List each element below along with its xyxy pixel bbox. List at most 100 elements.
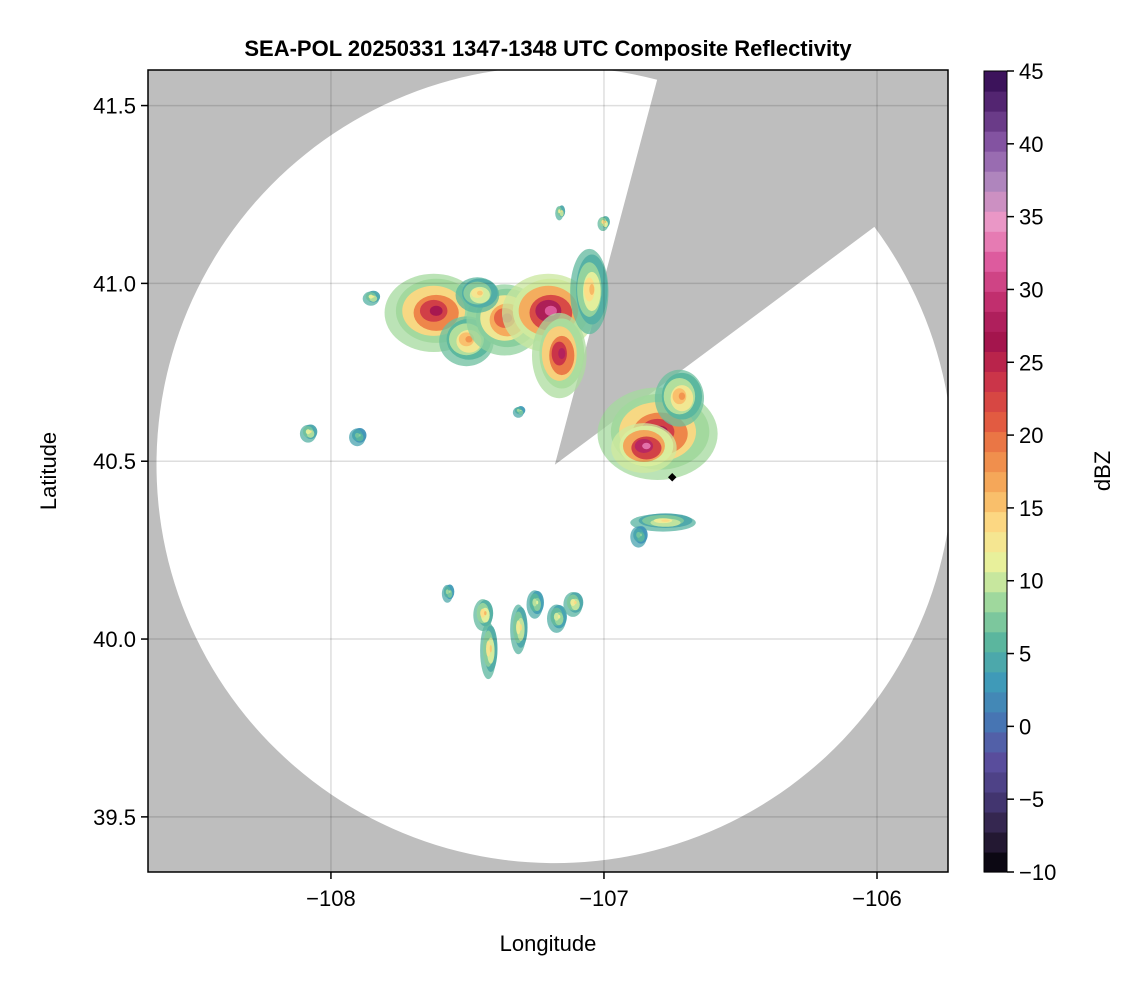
echo-level (449, 590, 451, 593)
echo-level (354, 432, 360, 438)
echo-level (558, 347, 566, 360)
echo-level (639, 533, 643, 537)
colorbar-level (984, 231, 1007, 252)
colorbar-tick-label: 40 (1019, 132, 1043, 157)
colorbar-level (984, 191, 1007, 212)
colorbar-level (984, 791, 1007, 813)
x-tick-label: −107 (579, 886, 629, 911)
x-tick-label: −106 (852, 886, 902, 911)
echo-level (480, 608, 486, 618)
echo-level (557, 614, 561, 619)
echo-level (678, 392, 686, 400)
colorbar-level (984, 271, 1007, 292)
colorbar-tick-label: 5 (1019, 642, 1031, 667)
echo-level (574, 600, 577, 605)
y-tick-label: 39.5 (93, 805, 136, 830)
colorbar-tick-label: 25 (1019, 350, 1043, 375)
colorbar-level (984, 431, 1007, 453)
radar-coverage-area (156, 70, 948, 864)
echo-level (465, 336, 473, 343)
reflectivity-echoes (299, 205, 718, 680)
colorbar-level (984, 311, 1007, 332)
echo-level (520, 409, 522, 412)
echo-cell-20 (547, 604, 567, 633)
echo-level (532, 598, 538, 607)
echo-cell-22 (441, 584, 455, 603)
colorbar-level (984, 451, 1007, 473)
echo-level (372, 295, 375, 298)
colorbar-level (984, 611, 1007, 633)
echo-level (661, 519, 670, 522)
colorbar-level (984, 331, 1007, 352)
echo-level (642, 442, 651, 450)
echo-level (589, 283, 595, 296)
colorbar-level (984, 251, 1007, 272)
echo-level (368, 294, 374, 299)
colorbar-level (984, 651, 1007, 673)
echo-cell-18 (510, 604, 528, 655)
colorbar-level (984, 711, 1007, 733)
y-axis: 39.5 40.0 40.5 41.0 41.5 (93, 94, 148, 830)
echo-cell-15 (512, 406, 526, 418)
colorbar-level (984, 851, 1007, 873)
y-tick-label: 40.0 (93, 627, 136, 652)
echo-cell-25 (362, 290, 381, 306)
echo-cell-6 (570, 248, 609, 335)
echo-cell-24 (597, 216, 610, 232)
colorbar-level (984, 531, 1007, 553)
colorbar-ticks: −10 −5 0 5 10 15 20 25 30 35 40 45 (1007, 59, 1056, 885)
colorbar-level (984, 371, 1007, 392)
echo-level (544, 305, 557, 316)
plot-frame (147, 69, 949, 873)
colorbar-level (984, 551, 1007, 573)
x-tick-label: −108 (306, 886, 356, 911)
colorbar-tick-label: −5 (1019, 787, 1044, 812)
colorbar-level (984, 631, 1007, 653)
echo-level (358, 434, 361, 437)
echo-level (558, 209, 561, 214)
echo-level (570, 598, 576, 606)
colorbar-level (984, 811, 1007, 833)
colorbar-level (984, 771, 1007, 793)
colorbar-tick-label: 20 (1019, 423, 1043, 448)
echo-level (445, 589, 449, 595)
echo-level (553, 612, 560, 621)
echo-cell-14 (349, 428, 367, 447)
echo-level (489, 645, 492, 653)
colorbar-level (984, 731, 1007, 753)
colorbar-level (984, 471, 1007, 493)
colorbar-label: dBZ (1090, 451, 1115, 491)
colorbar-level (984, 831, 1007, 853)
grid-lines (148, 70, 948, 872)
echo-cell-5 (531, 312, 587, 399)
echo-cell-17 (480, 622, 498, 680)
chart-title: SEA-POL 20250331 1347-1348 UTC Composite… (244, 36, 852, 61)
y-tick-label: 41.0 (93, 271, 136, 296)
y-tick-label: 41.5 (93, 94, 136, 119)
plot-area (147, 69, 949, 873)
echo-level (486, 640, 491, 657)
echo-cell-13 (299, 424, 318, 443)
colorbar-levels (984, 71, 1007, 873)
echo-level (516, 620, 521, 635)
colorbar-level (984, 691, 1007, 713)
echo-cell-21 (563, 592, 584, 617)
echo-level (309, 430, 312, 433)
colorbar-level (984, 391, 1007, 413)
colorbar-level (984, 111, 1007, 132)
echo-level (636, 531, 641, 538)
x-axis-label: Longitude (500, 931, 597, 956)
colorbar-level (984, 211, 1007, 232)
colorbar-level (984, 151, 1007, 172)
colorbar: −10 −5 0 5 10 15 20 25 30 35 40 45 dBZ (983, 59, 1115, 885)
y-axis-label: Latitude (36, 432, 61, 510)
y-tick-label: 40.5 (93, 449, 136, 474)
colorbar-tick-label: 10 (1019, 569, 1043, 594)
colorbar-tick-label: 45 (1019, 59, 1043, 84)
colorbar-tick-label: 35 (1019, 205, 1043, 230)
echo-cell-2 (439, 316, 494, 367)
echo-level (536, 600, 539, 605)
echo-level (604, 221, 607, 223)
colorbar-level (984, 71, 1007, 92)
